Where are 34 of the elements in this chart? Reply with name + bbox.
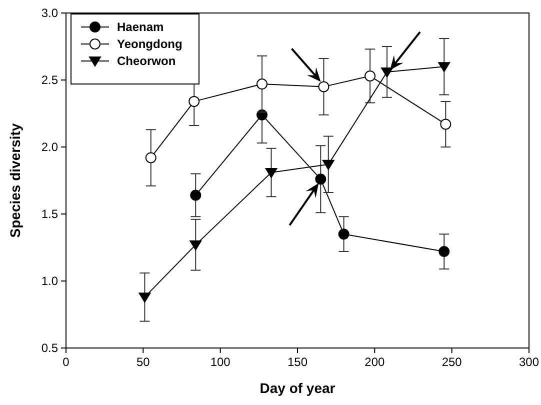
x-tick-label: 0 (62, 355, 70, 369)
point (364, 70, 376, 82)
point (440, 118, 452, 130)
point (438, 246, 450, 258)
point (322, 160, 334, 170)
point (315, 174, 326, 185)
legend-label: Cheorwon (117, 54, 176, 68)
x-tick-label: 300 (518, 355, 540, 369)
point (256, 78, 268, 90)
x-tick-label: 100 (210, 355, 231, 369)
y-tick-label: 2.5 (41, 73, 58, 87)
point (145, 152, 156, 164)
point (138, 292, 151, 303)
x-tick-label: 50 (136, 355, 150, 369)
y-tick-label: 1.5 (41, 207, 58, 221)
y-tick-label: 3.0 (41, 6, 58, 20)
x-tick-label: 200 (364, 355, 385, 369)
y-axis-title: Species diversity (7, 123, 23, 238)
legend-label: Haenam (117, 20, 164, 34)
point (190, 240, 202, 250)
y-tick-label: 0.5 (41, 341, 58, 355)
point (190, 190, 202, 201)
point (318, 81, 330, 92)
y-tick-label: 1.0 (41, 274, 58, 288)
x-tick-label: 150 (287, 355, 308, 369)
x-axis-title: Day of year (260, 380, 336, 396)
point (188, 96, 200, 107)
y-tick-label: 2.0 (41, 140, 58, 154)
point (338, 228, 350, 240)
point (265, 168, 278, 178)
point (438, 62, 450, 72)
legend-label: Yeongdong (117, 37, 182, 51)
point (381, 67, 394, 78)
x-tick-label: 250 (442, 355, 462, 369)
